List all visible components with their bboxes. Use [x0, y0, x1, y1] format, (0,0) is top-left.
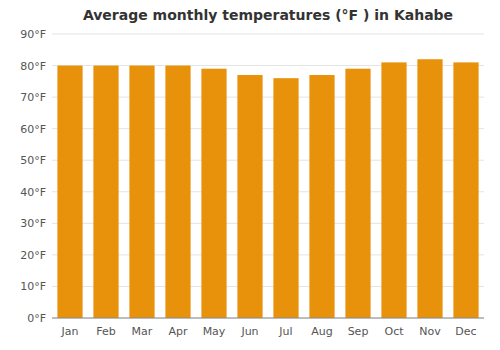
y-tick-label: 90°F — [20, 28, 46, 41]
x-axis: Jan Feb Mar Apr May Jun Jul Aug Sep Oct Nov Dec — [61, 325, 477, 338]
bar — [57, 66, 82, 318]
y-axis: 0°F 10°F 20°F 30°F 40°F 50°F 60°F 70°F 80°F 90°F — [20, 28, 484, 325]
y-tick-label: 50°F — [20, 154, 46, 167]
x-tick-label: Aug — [311, 325, 332, 338]
bar — [129, 66, 154, 318]
bar — [345, 69, 370, 318]
y-tick-label: 20°F — [20, 249, 46, 262]
x-tick-label: Dec — [455, 325, 476, 338]
bar — [93, 66, 118, 318]
grid-line — [52, 318, 484, 319]
bar — [237, 75, 262, 318]
bar — [273, 78, 298, 318]
x-tick-label: Feb — [96, 325, 115, 338]
x-tick-label: Apr — [168, 325, 188, 338]
x-tick-label: Jun — [240, 325, 258, 338]
x-tick-label: Nov — [419, 325, 441, 338]
x-tick-label: Sep — [348, 325, 369, 338]
y-tick-label: 40°F — [20, 186, 46, 199]
x-tick-label: May — [203, 325, 226, 338]
y-tick-label: 30°F — [20, 217, 46, 230]
bar — [201, 69, 226, 318]
bar — [309, 75, 334, 318]
bar — [381, 62, 406, 318]
grid-line — [52, 34, 484, 35]
x-axis-line — [52, 318, 484, 319]
y-tick-label: 70°F — [20, 91, 46, 104]
x-tick-label: Jul — [278, 325, 292, 338]
x-tick-label: Mar — [132, 325, 153, 338]
x-tick-label: Jan — [61, 325, 79, 338]
bar — [165, 66, 190, 318]
bar — [417, 59, 442, 318]
bars — [57, 59, 478, 318]
chart: Average monthly temperatures (°F ) in Ka… — [0, 0, 500, 350]
chart-container: Average monthly temperatures (°F ) in Ka… — [0, 0, 500, 350]
y-tick-label: 10°F — [20, 280, 46, 293]
x-tick-label: Oct — [384, 325, 404, 338]
y-tick-label: 60°F — [20, 123, 46, 136]
chart-title: Average monthly temperatures (°F ) in Ka… — [83, 7, 453, 23]
bar — [453, 62, 478, 318]
y-tick-label: 0°F — [27, 312, 46, 325]
y-tick-label: 80°F — [20, 60, 46, 73]
